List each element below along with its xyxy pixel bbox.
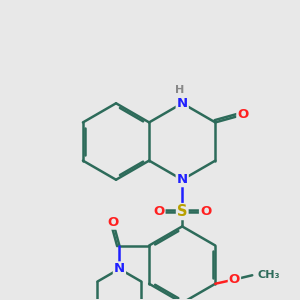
Text: N: N	[114, 262, 125, 275]
Text: O: O	[237, 108, 248, 121]
Text: O: O	[200, 205, 211, 218]
Text: CH₃: CH₃	[257, 270, 280, 280]
Text: N: N	[177, 173, 188, 186]
Text: H: H	[176, 85, 185, 95]
Text: S: S	[177, 204, 188, 219]
Text: O: O	[153, 205, 164, 218]
Text: O: O	[229, 273, 240, 286]
Text: N: N	[177, 97, 188, 110]
Text: O: O	[107, 216, 119, 229]
